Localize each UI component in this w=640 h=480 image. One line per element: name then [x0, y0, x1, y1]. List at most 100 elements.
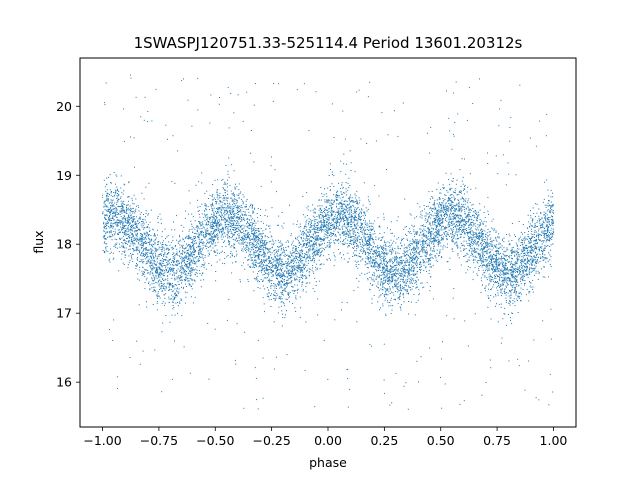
data-point	[441, 219, 443, 221]
data-point	[200, 231, 202, 233]
data-point	[495, 230, 497, 232]
data-point	[391, 270, 393, 272]
data-point	[485, 268, 487, 270]
data-point	[248, 243, 250, 245]
data-point	[416, 246, 418, 248]
data-point	[412, 261, 414, 263]
data-point	[172, 299, 174, 301]
data-point	[246, 208, 248, 210]
data-point	[209, 233, 211, 235]
data-point	[114, 238, 116, 240]
data-point	[493, 270, 495, 272]
data-point	[294, 279, 296, 281]
data-point	[381, 289, 383, 291]
data-point	[131, 233, 133, 234]
data-point	[399, 280, 401, 282]
data-point	[119, 211, 121, 213]
data-point	[232, 220, 234, 222]
data-point	[470, 228, 472, 230]
data-point	[463, 188, 465, 189]
data-point	[509, 278, 511, 280]
data-point	[128, 240, 130, 242]
data-point	[215, 255, 217, 256]
data-point	[284, 287, 286, 289]
data-point	[198, 260, 200, 262]
data-point	[283, 250, 285, 252]
data-point	[260, 246, 262, 248]
data-point	[119, 210, 121, 212]
data-point	[114, 228, 116, 230]
data-point	[381, 263, 383, 265]
data-point	[412, 266, 414, 268]
data-point	[446, 243, 448, 245]
data-point	[157, 292, 159, 294]
data-point	[352, 240, 353, 242]
data-point	[241, 218, 243, 220]
data-point	[478, 239, 480, 241]
data-point	[337, 212, 338, 214]
data-point	[314, 238, 316, 240]
data-point	[527, 214, 529, 216]
data-point	[180, 245, 182, 247]
data-point	[309, 245, 311, 247]
data-point	[321, 250, 323, 252]
data-point	[394, 273, 396, 275]
data-point	[548, 216, 550, 218]
data-point	[296, 279, 298, 281]
data-point	[482, 248, 484, 250]
data-point	[346, 224, 348, 225]
data-point	[110, 194, 112, 196]
data-point	[354, 201, 356, 203]
data-point	[380, 278, 382, 280]
data-point	[249, 265, 251, 267]
data-point	[480, 258, 482, 260]
data-point	[429, 266, 431, 268]
data-point	[495, 255, 497, 257]
data-point	[534, 226, 536, 228]
data-point	[105, 219, 107, 221]
data-point	[508, 243, 510, 245]
data-point	[311, 220, 313, 221]
data-point	[524, 260, 526, 262]
data-point	[200, 286, 202, 288]
data-point	[129, 236, 131, 238]
data-point	[413, 265, 415, 267]
data-point	[255, 277, 257, 279]
data-point	[112, 216, 114, 218]
data-point	[183, 257, 185, 259]
data-point	[420, 211, 422, 213]
data-point	[309, 249, 311, 251]
data-point	[419, 228, 421, 230]
data-point	[384, 253, 386, 255]
data-point	[110, 236, 112, 238]
data-point	[127, 219, 129, 221]
data-point	[318, 250, 320, 252]
data-point	[522, 273, 524, 275]
data-point	[150, 235, 152, 237]
data-point	[106, 194, 108, 196]
data-point	[241, 248, 243, 250]
data-point	[375, 253, 377, 255]
data-point	[227, 221, 229, 223]
data-point	[367, 241, 369, 243]
data-point	[445, 218, 446, 220]
data-point	[276, 259, 278, 261]
data-point	[274, 300, 276, 302]
data-point	[487, 259, 488, 261]
data-point	[130, 240, 132, 242]
data-point	[280, 245, 281, 247]
data-point	[372, 253, 373, 255]
data-point	[410, 254, 412, 255]
data-point	[349, 243, 351, 245]
data-point	[176, 239, 178, 241]
data-point	[295, 259, 296, 261]
data-point	[433, 249, 435, 251]
data-point	[546, 179, 548, 181]
data-point	[345, 188, 347, 190]
data-point	[370, 345, 372, 347]
data-point	[342, 243, 344, 245]
data-point	[137, 253, 139, 255]
data-point	[356, 245, 358, 247]
data-point	[295, 295, 297, 297]
data-point	[293, 266, 294, 268]
